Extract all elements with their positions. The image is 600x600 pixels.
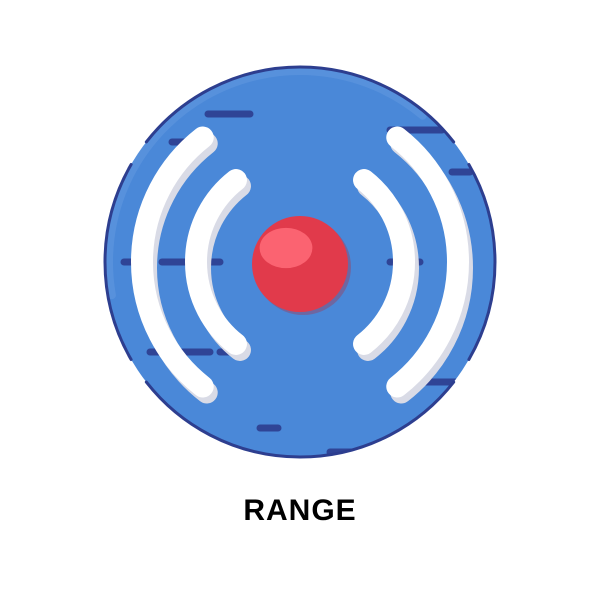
icon-caption: RANGE <box>243 494 356 528</box>
range-signal-icon <box>90 52 510 472</box>
stage: RANGE <box>0 0 600 600</box>
